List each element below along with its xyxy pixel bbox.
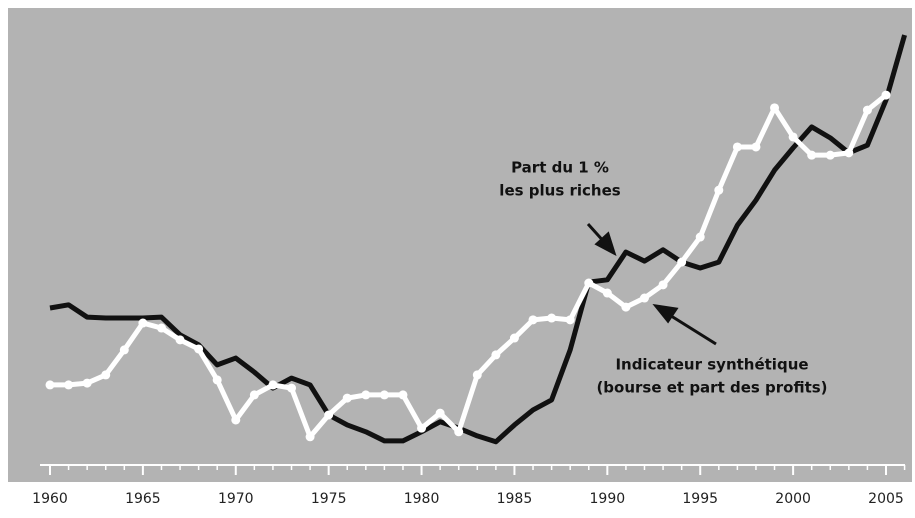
series-marker — [547, 313, 557, 323]
series-marker — [119, 345, 129, 355]
annotation: (bourse et part des profits) — [596, 379, 827, 397]
series-marker — [454, 427, 464, 437]
series-marker — [695, 232, 705, 242]
series-marker — [101, 370, 111, 380]
series-marker — [602, 288, 612, 298]
series-marker — [639, 293, 649, 303]
annotation: Part du 1 % — [511, 159, 609, 177]
series-marker — [862, 105, 872, 115]
series-marker — [194, 344, 204, 354]
series-marker — [379, 390, 389, 400]
series-marker — [565, 315, 575, 325]
x-tick-label: 1970 — [218, 491, 254, 507]
series-marker — [417, 423, 427, 433]
series-marker — [138, 318, 148, 328]
series-marker — [268, 380, 278, 390]
series-marker — [212, 375, 222, 385]
arrows — [586, 222, 717, 346]
series-marker — [677, 257, 687, 267]
series-marker — [732, 142, 742, 152]
series-marker — [509, 333, 519, 343]
x-tick-label: 2005 — [868, 491, 904, 507]
series-marker — [342, 393, 352, 403]
series-marker — [398, 390, 408, 400]
series-marker — [435, 408, 445, 418]
x-tick-label: 1980 — [404, 491, 440, 507]
x-tick-label: 1995 — [682, 491, 718, 507]
series-marker — [491, 350, 501, 360]
arrow-head — [652, 303, 679, 324]
series-marker — [584, 278, 594, 288]
x-tick-label: 1965 — [125, 491, 161, 507]
series-marker — [658, 280, 668, 290]
series-line — [50, 93, 888, 440]
series-marker — [231, 415, 241, 425]
series-marker — [472, 370, 482, 380]
series-marker — [324, 410, 334, 420]
series-marker — [881, 90, 891, 100]
arrow-head — [594, 231, 617, 257]
annotation: les plus riches — [499, 182, 620, 200]
series-marker — [770, 103, 780, 113]
series-marker — [82, 378, 92, 388]
series-marker — [45, 380, 55, 390]
series-marker — [844, 148, 854, 158]
series-marker — [249, 390, 259, 400]
series-marker — [528, 315, 538, 325]
series-marker — [156, 323, 166, 333]
series-marker — [621, 302, 631, 312]
series-marker — [825, 150, 835, 160]
plot-background — [8, 8, 912, 482]
series-marker — [807, 150, 817, 160]
series-line — [49, 34, 907, 445]
series-marker — [714, 185, 724, 195]
series-marker — [751, 142, 761, 152]
series-marker — [175, 335, 185, 345]
x-tick-label: 1985 — [497, 491, 533, 507]
x-tick-label: 2000 — [775, 491, 811, 507]
x-tick-label: 1960 — [32, 491, 68, 507]
series-marker — [361, 390, 371, 400]
annotation: Indicateur synthétique — [615, 356, 808, 374]
arrow — [667, 312, 717, 346]
series-marker — [788, 132, 798, 142]
x-tick-label: 1990 — [590, 491, 626, 507]
series-marker — [287, 383, 297, 393]
x-tick-label: 1975 — [311, 491, 347, 507]
series-marker — [305, 432, 315, 442]
series-marker — [64, 380, 74, 390]
